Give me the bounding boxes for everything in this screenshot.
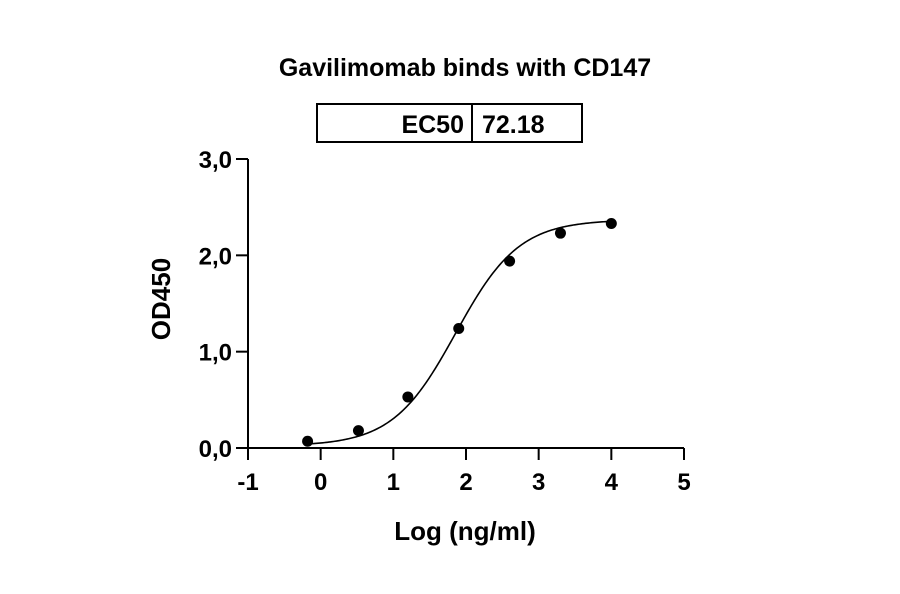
data-point [605,218,617,230]
x-tick-label: -1 [237,469,258,496]
y-tick-label: 2,0 [199,243,232,270]
data-point [402,391,414,403]
y-tick-label: 1,0 [199,340,232,367]
ec50-table-border [316,103,583,143]
chart-title: Gavilimomab binds with CD147 [279,54,651,82]
y-tick-label: 0,0 [199,436,232,463]
x-tick-label: 1 [387,469,400,496]
y-tick-label: 3,0 [199,147,232,174]
ec50-value: 72.18 [482,111,545,139]
ticks-group: -1 0 1 2 3 4 5 0,0 1,0 2,0 3,0 [199,147,691,496]
ec50-label: EC50 [401,111,464,139]
data-point [453,323,465,335]
ec50-table: EC50 72.18 [316,103,583,143]
x-tick-label: 3 [532,469,545,496]
x-tick-label: 0 [314,469,327,496]
x-tick-label: 2 [459,469,472,496]
x-tick-label: 4 [605,469,619,496]
data-point [554,227,566,239]
y-axis-label: OD450 [146,258,176,340]
x-axis-label: Log (ng/ml) [394,516,536,546]
data-point [352,425,364,437]
x-tick-label: 5 [677,469,690,496]
data-point [302,435,314,447]
data-point [504,255,516,267]
points-group [302,218,617,447]
